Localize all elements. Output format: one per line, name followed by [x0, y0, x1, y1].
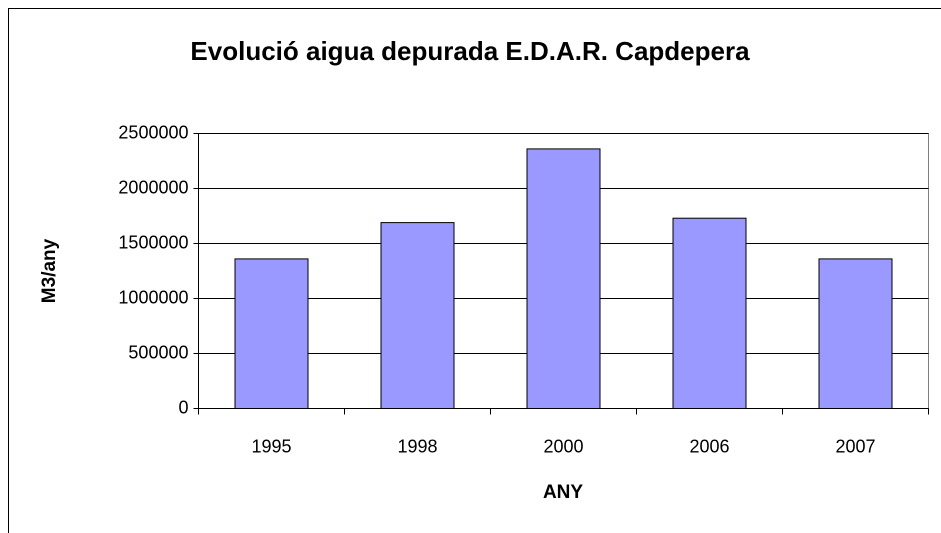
y-tick-label: 0 [178, 397, 188, 417]
chart-title: Evolució aigua depurada E.D.A.R. Capdepe… [190, 36, 750, 66]
x-tick-label: 2006 [689, 436, 729, 456]
x-tick-label: 2007 [835, 436, 875, 456]
y-tick-label: 2000000 [118, 177, 188, 197]
x-axis-title: ANY [543, 482, 583, 503]
bar [380, 222, 455, 409]
x-tick-label: 1998 [397, 436, 437, 456]
bar [672, 217, 747, 409]
bar [818, 258, 893, 409]
bar [234, 258, 309, 409]
x-tick-label: 2000 [543, 436, 583, 456]
bar [526, 148, 601, 409]
y-tick-label: 1500000 [118, 232, 188, 252]
y-axis-title: M3/any [39, 238, 60, 303]
x-tick-label: 1995 [251, 436, 291, 456]
y-tick-label: 500000 [128, 342, 188, 362]
y-tick-label: 1000000 [118, 287, 188, 307]
y-tick-label: 2500000 [118, 122, 188, 142]
